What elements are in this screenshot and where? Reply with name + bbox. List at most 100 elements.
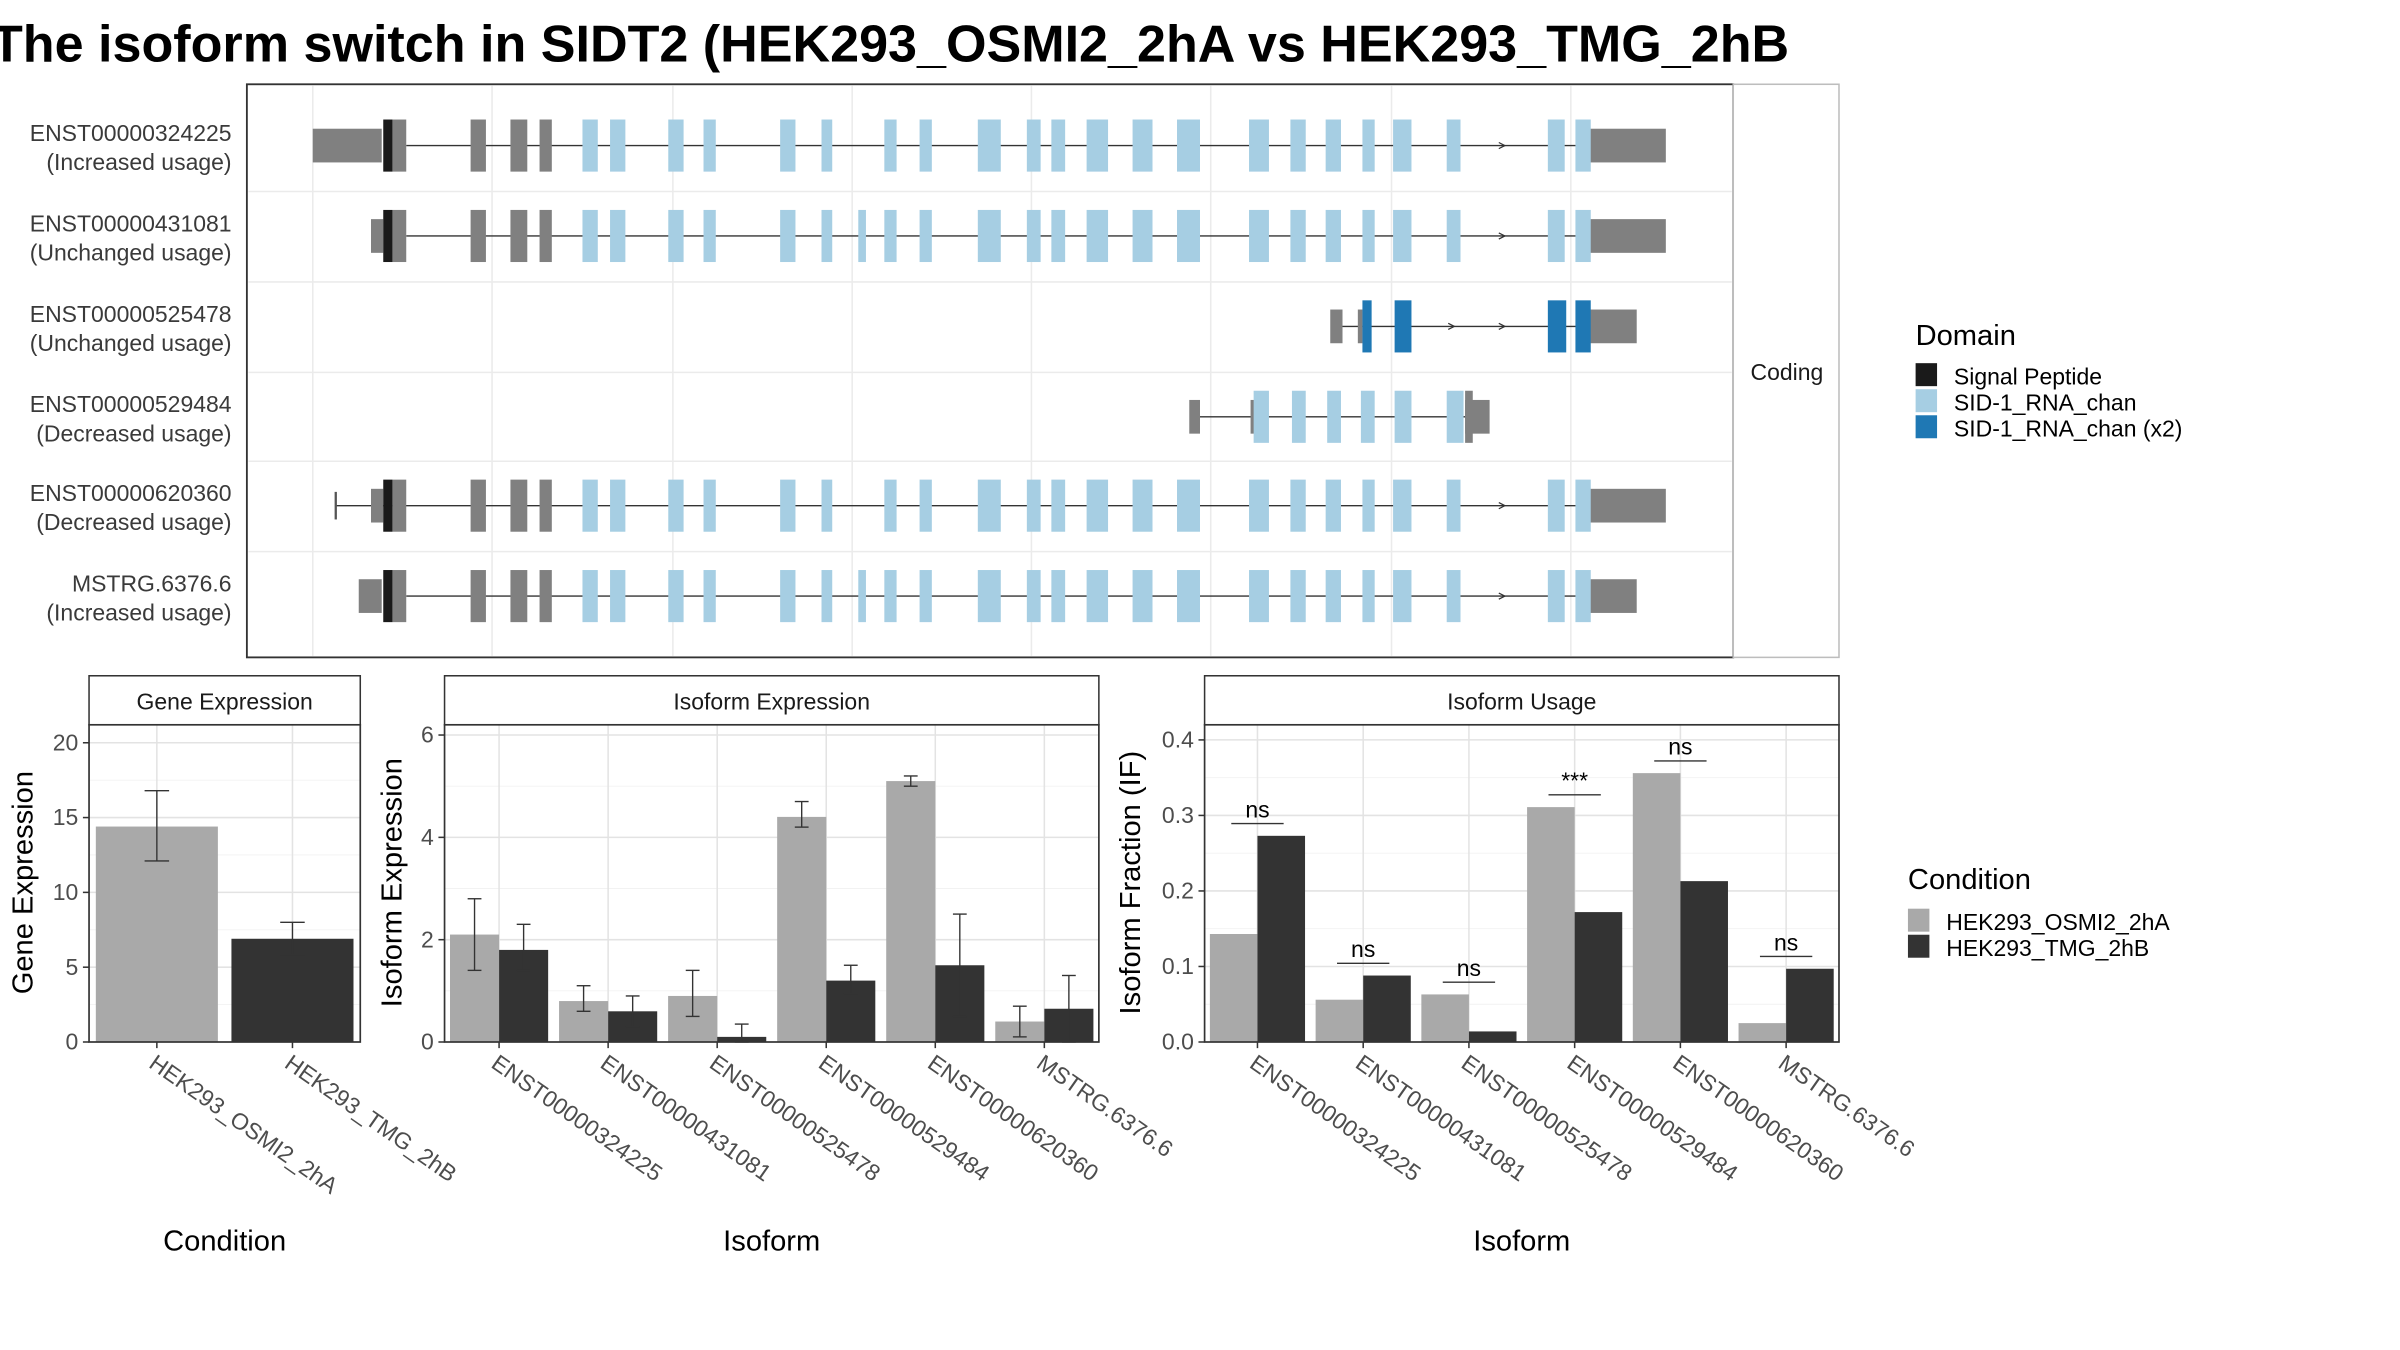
bar-HEK293_OSMI2_2hA: [95, 826, 218, 1042]
domain-exon: [977, 479, 1001, 532]
bar-HEK293_OSMI2_2hA-MSTRG.6376.6: [1738, 1023, 1787, 1042]
gene-expression-title: Gene Expression: [137, 688, 313, 714]
domain-exon: [1177, 570, 1200, 623]
y-tick-label: 0: [421, 1029, 434, 1055]
utr-exon: [1330, 309, 1343, 344]
domain-legend-title: Domain: [1916, 320, 2016, 352]
domain-exon: [668, 119, 684, 172]
bar-HEK293_TMG_2hB-ENST00000529484: [1574, 912, 1623, 1042]
domain-exon: [780, 479, 796, 532]
isoform-usage-title: Isoform Usage: [1447, 688, 1596, 714]
significance-label: ***: [1561, 768, 1588, 794]
domain-exon: [1325, 119, 1341, 172]
domain-exon: [1177, 209, 1200, 263]
domain-exon: [1575, 119, 1591, 172]
coding-exon: [510, 479, 528, 532]
domain-exon: [610, 479, 626, 532]
domain-exon: [1547, 209, 1565, 263]
utr-exon: [358, 579, 382, 613]
signal-peptide-exon: [383, 479, 393, 532]
strand-arrow: [1498, 592, 1507, 600]
transcript-usage-label: (Decreased usage): [36, 420, 231, 446]
facet-label-coding: Coding: [1750, 359, 1823, 385]
coding-exon: [470, 570, 486, 623]
isoform-usage-panel: Isoform Usage Isoform Isoform Fraction (…: [1115, 675, 1920, 1257]
y-tick-label: 0.1: [1162, 953, 1194, 979]
transcript-id-label: ENST00000431081: [30, 210, 232, 236]
domain-exon: [1132, 570, 1153, 623]
isoform-expression-panel: Isoform Expression Isoform Isoform Expre…: [377, 675, 1178, 1257]
domain-exon: [1362, 570, 1375, 623]
domain-exon: [1026, 209, 1041, 263]
transcript-usage-label: (Unchanged usage): [30, 330, 232, 356]
y-tick-label: 15: [53, 804, 79, 830]
error-bar: [952, 913, 967, 1018]
domain-exon: [1393, 209, 1412, 263]
error-bar: [576, 985, 591, 1012]
domain-exon: [1249, 119, 1269, 172]
error-bar: [903, 775, 918, 787]
transcript-row: [334, 479, 1666, 532]
utr-exon: [1250, 399, 1256, 434]
y-tick-label: 0.2: [1162, 878, 1194, 904]
y-tick-label: 6: [421, 722, 434, 748]
domain-exon: [1394, 300, 1412, 353]
condition-legend-title: Condition: [1908, 864, 2031, 896]
bar-HEK293_OSMI2_2hA-ENST00000431081: [1315, 999, 1364, 1042]
coding-exon: [539, 119, 552, 172]
coding-exon: [392, 209, 407, 263]
domain-exon: [1446, 570, 1461, 623]
transcript-panel-frame: [245, 83, 1735, 659]
domain-exon: [821, 479, 833, 532]
significance-label: ns: [1457, 955, 1481, 981]
legend-label-sid1-rna-chan-x2: SID-1_RNA_chan (x2): [1954, 416, 2182, 442]
y-tick-label: 5: [66, 954, 79, 980]
domain-exon: [884, 570, 897, 623]
isoform-expression-xlabel: Isoform: [723, 1225, 820, 1257]
domain-exon: [703, 479, 716, 532]
strand-arrow: [1447, 322, 1456, 331]
domain-exon: [610, 570, 626, 623]
domain-exon: [1575, 570, 1591, 623]
domain-exon: [1446, 390, 1464, 443]
domain-exon: [1051, 209, 1066, 263]
domain-exon: [1575, 209, 1591, 263]
transcript-row: [1330, 300, 1637, 353]
domain-exon: [884, 119, 897, 172]
domain-exon: [1086, 119, 1109, 172]
plot-area: [444, 724, 1099, 1043]
bars: [450, 775, 1094, 1043]
domain-exon: [1362, 119, 1375, 172]
domain-exon: [1393, 119, 1412, 172]
domain-exon: [1325, 479, 1341, 532]
coding-exon: [392, 479, 407, 532]
significance-label: ns: [1774, 929, 1798, 955]
condition-legend: Condition HEK293_OSMI2_2hA HEK293_TMG_2h…: [1907, 864, 2170, 961]
coding-exon: [470, 479, 486, 532]
bar-HEK293_TMG_2hB-ENST00000431081: [1363, 975, 1411, 1042]
domain-exon: [1327, 390, 1341, 443]
transcript-id-label: ENST00000529484: [30, 391, 232, 417]
transcript-usage-label: (Increased usage): [46, 149, 231, 175]
coding-exon: [539, 570, 552, 623]
signal-peptide-exon: [383, 209, 393, 263]
domain-legend: Domain Signal Peptide SID-1_RNA_chan SID…: [1915, 320, 2182, 442]
error-bar: [280, 921, 305, 956]
domain-exon: [919, 209, 932, 263]
domain-exon: [1547, 479, 1565, 532]
domain-exon: [858, 209, 866, 263]
domain-exon: [1026, 570, 1041, 623]
domain-exon: [703, 119, 716, 172]
isoform-expression-strip: [443, 675, 1100, 726]
legend-swatch-sid1-rna-chan-x2: [1915, 415, 1938, 439]
bar-HEK293_TMG_2hB-MSTRG.6376.6: [1786, 968, 1834, 1042]
significance-marker: ns: [1231, 796, 1284, 825]
legend-swatch-tmg: [1907, 934, 1930, 958]
bar-HEK293_TMG_2hB-ENST00000620360: [1680, 881, 1728, 1042]
domain-exon: [582, 119, 598, 172]
domain-exon: [977, 209, 1001, 263]
domain-exon: [582, 570, 598, 623]
y-tick-label: 0.3: [1162, 802, 1194, 828]
domain-exon: [668, 479, 684, 532]
domain-exon: [1290, 119, 1306, 172]
